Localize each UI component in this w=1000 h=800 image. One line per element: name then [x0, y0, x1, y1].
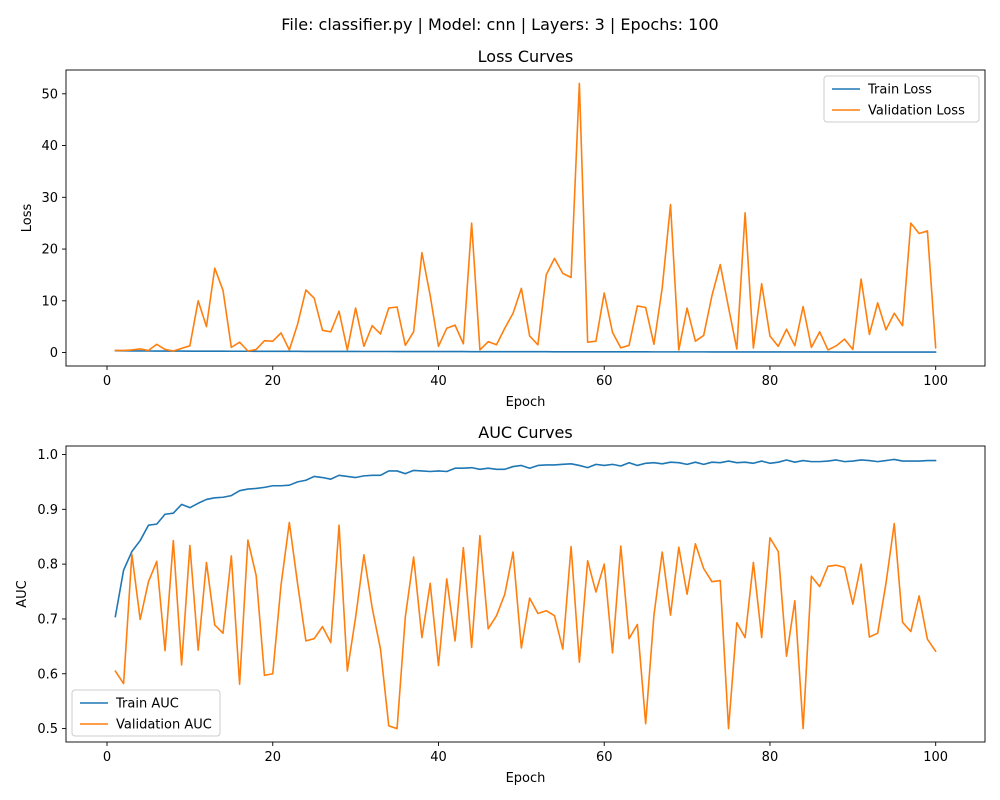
loss-xtick-label: 60: [596, 374, 613, 389]
auc-xtick-label: 20: [264, 750, 281, 765]
auc-ytick-label: 0.9: [37, 503, 58, 518]
auc-legend-box: [71, 689, 221, 737]
loss-ytick-label: 50: [41, 87, 58, 102]
loss-ytick-label: 30: [41, 191, 58, 206]
loss-chart-ylabel: Loss: [20, 204, 35, 233]
auc-chart: AUC Curves Epoch AUC 0 20 40 60 80 100 0.5 0.6 0…: [15, 423, 986, 786]
auc-xtick-label: 0: [103, 750, 111, 765]
loss-legend: Train Loss Validation Loss: [823, 75, 980, 123]
auc-legend-label: Validation AUC: [116, 718, 212, 733]
auc-xtick-label: 80: [762, 750, 779, 765]
auc-chart-title: AUC Curves: [478, 423, 572, 442]
auc-legend-label: Train AUC: [115, 697, 179, 712]
loss-xtick-label: 0: [103, 374, 111, 389]
auc-ytick-label: 0.5: [37, 722, 58, 737]
auc-chart-xlabel: Epoch: [506, 771, 546, 786]
loss-xtick-label: 100: [923, 374, 948, 389]
auc-xtick-label: 40: [430, 750, 447, 765]
auc-series-validation-auc: [114, 521, 937, 730]
auc-xtick-label: 60: [596, 750, 613, 765]
auc-xtick-label: 100: [923, 750, 948, 765]
loss-axes-frame: [65, 69, 986, 367]
auc-legend: Train AUC Validation AUC: [71, 689, 221, 737]
figure-suptitle: File: classifier.py | Model: cnn | Layer…: [281, 15, 718, 34]
loss-ytick-label: 10: [41, 294, 58, 309]
auc-ytick-label: 0.8: [37, 558, 58, 573]
loss-ytick-label: 0: [50, 346, 58, 361]
loss-xtick-label: 20: [264, 374, 281, 389]
loss-legend-label: Train Loss: [867, 83, 932, 98]
loss-series-validation-loss: [114, 82, 937, 352]
auc-chart-ylabel: AUC: [15, 580, 30, 608]
loss-chart-title: Loss Curves: [478, 47, 574, 66]
loss-legend-label: Validation Loss: [868, 104, 965, 119]
loss-legend-box: [823, 75, 980, 123]
loss-series-train-loss: [114, 349, 937, 353]
loss-xtick-label: 80: [762, 374, 779, 389]
loss-chart: Loss Curves Epoch Loss 0 20 40 60 80 100 0 10 20…: [20, 47, 986, 410]
loss-ytick-label: 40: [41, 139, 58, 154]
loss-ytick-label: 20: [41, 243, 58, 258]
auc-ytick-label: 0.7: [37, 612, 58, 627]
auc-ytick-label: 1.0: [37, 448, 58, 463]
auc-series-train-auc: [114, 458, 937, 618]
loss-xtick-label: 40: [430, 374, 447, 389]
loss-chart-xlabel: Epoch: [506, 395, 546, 410]
auc-ytick-label: 0.6: [37, 667, 58, 682]
auc-axes-frame: [65, 445, 986, 743]
